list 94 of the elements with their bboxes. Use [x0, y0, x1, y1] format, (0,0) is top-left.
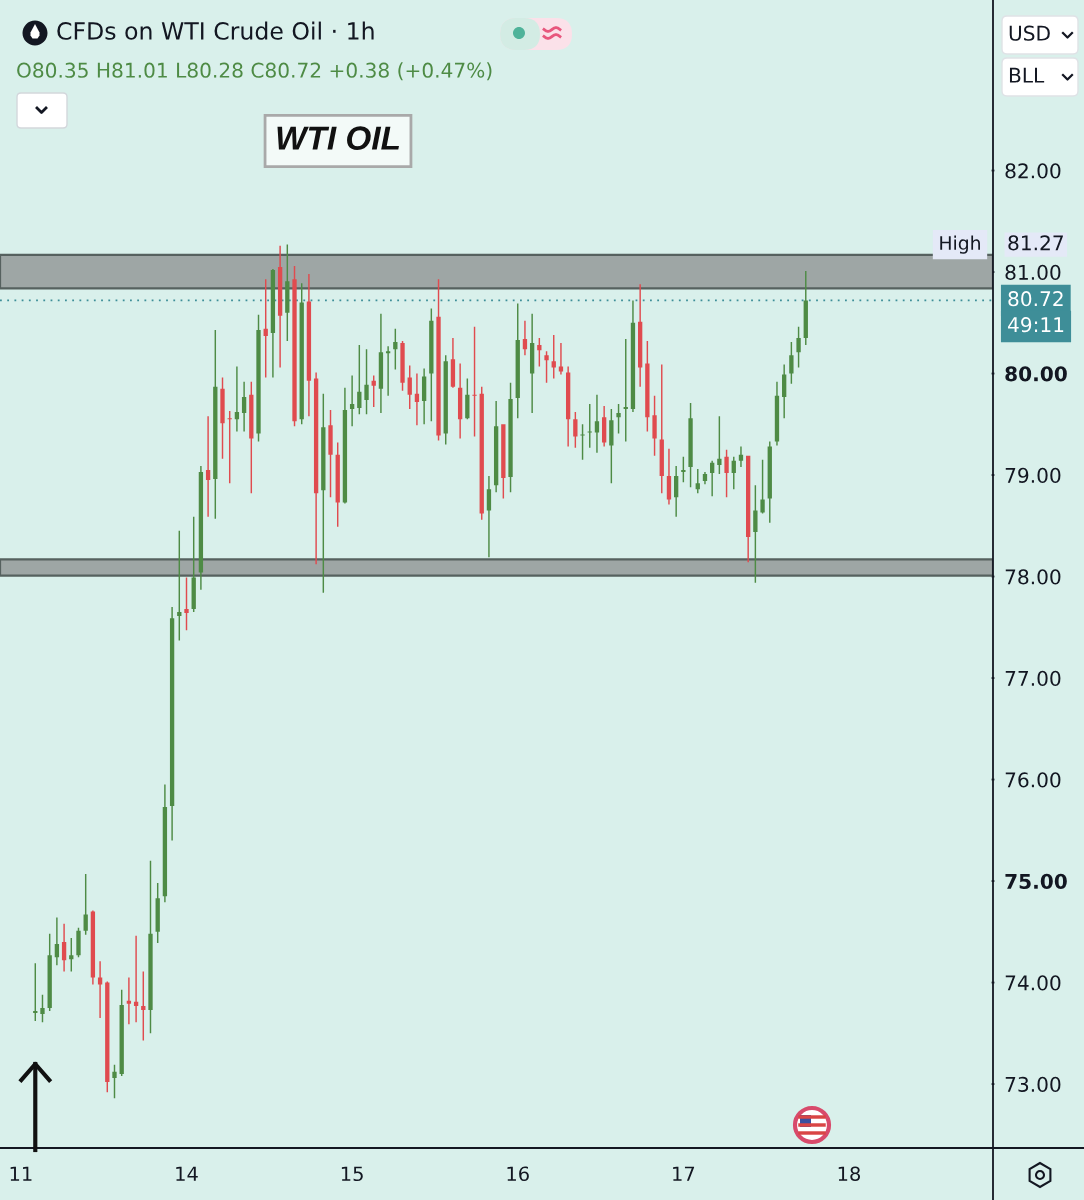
- candlestick: [162, 784, 168, 903]
- annotation: High: [940, 235, 980, 254]
- y-tick-label: 77.00: [1005, 670, 1061, 686]
- candlestick: [169, 606, 175, 841]
- candlestick: [558, 343, 564, 375]
- candlestick: [501, 424, 506, 499]
- candlestick: [328, 410, 333, 498]
- candlestick: [414, 373, 420, 426]
- candlestick: [760, 459, 765, 514]
- candlestick: [292, 265, 297, 427]
- candlestick: [76, 927, 81, 958]
- y-tick-label: 74.00: [1005, 975, 1061, 991]
- candlestick: [400, 341, 405, 391]
- annotation: WTI OIL: [277, 126, 399, 150]
- candlestick: [97, 961, 103, 1019]
- y-tick-label: 81.00: [1005, 264, 1061, 280]
- candlestick: [198, 465, 204, 590]
- candlestick: [789, 342, 794, 384]
- candlestick: [47, 933, 52, 1011]
- candlestick: [148, 860, 153, 1034]
- candlestick: [702, 471, 708, 485]
- candlestick: [666, 448, 672, 505]
- text: CFDs on WTI Crude Oil · 1h: [57, 21, 374, 40]
- y-tick-label: 73.00: [1005, 1076, 1061, 1092]
- x-tick-label: 17: [673, 1166, 695, 1181]
- candlestick: [90, 910, 96, 985]
- candlestick: [724, 449, 729, 498]
- candlestick: [688, 402, 693, 488]
- candlestick: [364, 349, 369, 415]
- candlestick: [436, 279, 441, 441]
- candlestick: [565, 366, 571, 447]
- candlestick: [645, 341, 650, 432]
- y-tick-label: 75.00: [1005, 873, 1067, 889]
- candlestick: [277, 245, 283, 368]
- candlestick: [126, 977, 132, 1025]
- candlestick: [508, 382, 513, 493]
- candlestick: [638, 284, 643, 387]
- candlestick: [119, 989, 124, 1076]
- candlestick: [313, 372, 319, 565]
- candlestick: [349, 375, 355, 427]
- candlestick: [479, 386, 484, 520]
- candlestick: [450, 338, 456, 388]
- candlestick: [522, 320, 528, 356]
- candlestick: [674, 465, 679, 517]
- y-tick-label: 78.00: [1005, 569, 1061, 585]
- ref-line-label: 80.72: [1008, 291, 1063, 307]
- candlestick: [220, 377, 225, 459]
- candlestick: [710, 460, 715, 497]
- candlestick: [385, 346, 391, 396]
- candlestick: [529, 313, 535, 414]
- candlestick: [486, 476, 492, 558]
- candlestick: [256, 314, 261, 442]
- candlestick: [630, 300, 636, 413]
- candlestick: [609, 409, 614, 484]
- x-tick-label: 11: [10, 1166, 32, 1181]
- text: USD: [1009, 25, 1050, 41]
- x-tick-label: 18: [838, 1166, 861, 1182]
- candlestick: [796, 326, 801, 368]
- candlestick: [105, 981, 110, 1093]
- candlestick: [306, 274, 312, 417]
- candlestick: [573, 412, 578, 448]
- text: BLL: [1009, 67, 1045, 83]
- candlestick: [746, 455, 751, 563]
- x-tick-label: 16: [507, 1166, 529, 1182]
- text: O80.35 H81.01 L80.28 C80.72 +0.38 (+0.47%): [17, 62, 492, 81]
- candlestick: [342, 387, 348, 504]
- candlestick: [594, 394, 600, 453]
- candlestick: [738, 446, 744, 467]
- candlestick: [61, 923, 67, 972]
- candlestick: [493, 400, 499, 493]
- candlestick: [133, 935, 139, 1023]
- y-tick-label: 82.00: [1005, 163, 1061, 179]
- candlestick: [421, 368, 427, 425]
- y-tick-label: 76.00: [1005, 772, 1061, 788]
- candlestick: [774, 381, 780, 446]
- candlestick: [270, 268, 276, 378]
- candlestick: [782, 364, 787, 419]
- x-tick-label: 14: [176, 1166, 198, 1181]
- candlestick: [234, 366, 240, 432]
- candlestick: [205, 416, 211, 517]
- y-tick-label: 80.00: [1005, 366, 1067, 382]
- candlestick: [753, 485, 758, 583]
- candlestick: [299, 283, 304, 425]
- candlestick: [601, 406, 607, 447]
- candlestick: [241, 381, 247, 432]
- text: 49:11: [1007, 317, 1064, 333]
- text: 81.27: [1008, 235, 1063, 251]
- candlestick: [443, 355, 448, 445]
- candlestick: [652, 395, 657, 456]
- x-tick-label: 15: [341, 1166, 363, 1182]
- candlestick: [54, 917, 60, 966]
- candlestick: [378, 313, 384, 414]
- candlestick: [457, 363, 463, 439]
- y-tick-label: 79.00: [1005, 467, 1061, 483]
